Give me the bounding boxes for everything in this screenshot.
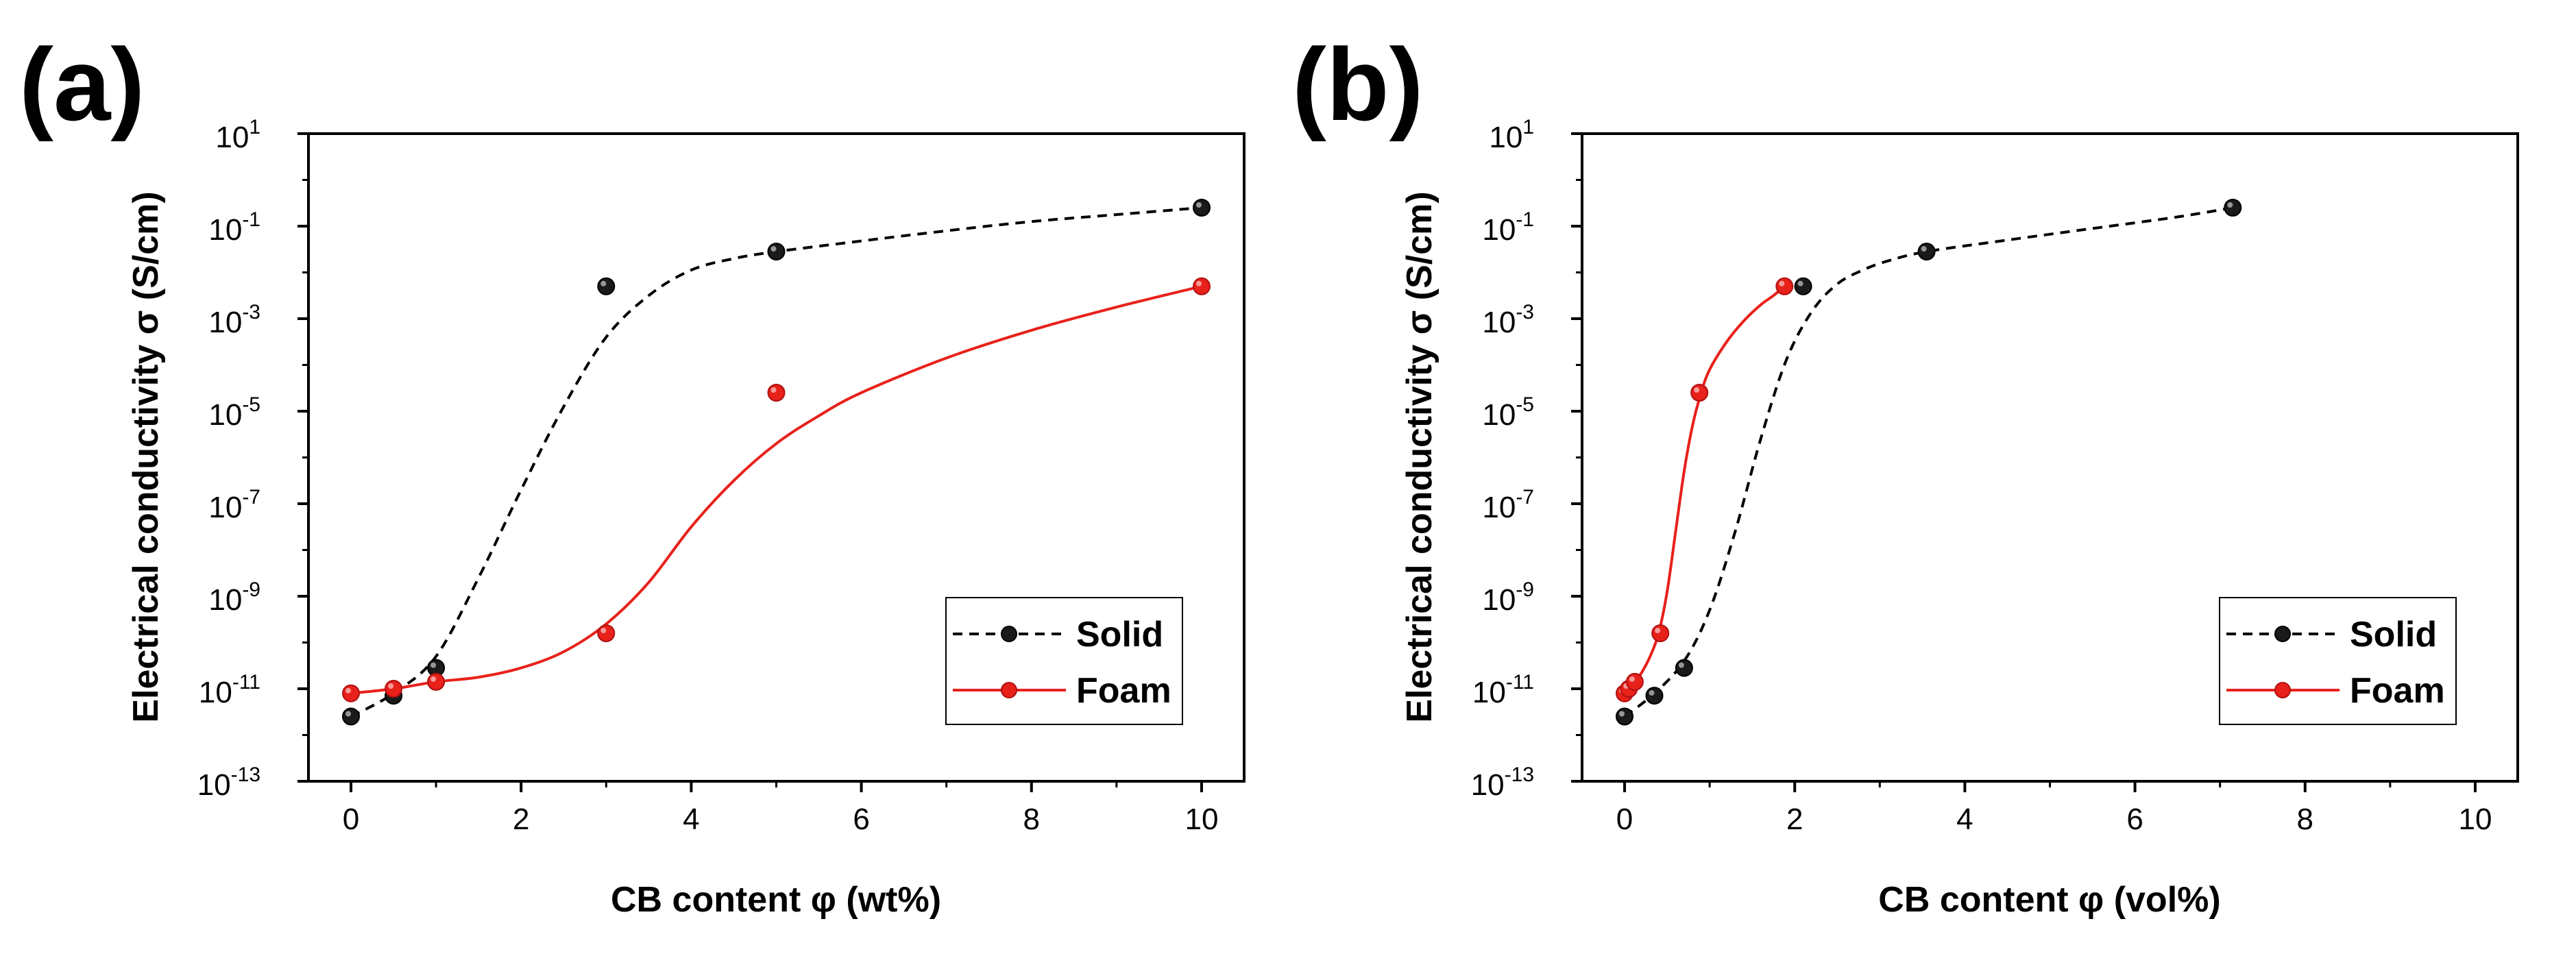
y-tick-label: 10-11: [1472, 671, 1534, 709]
panel-a-foam-data-point: [597, 624, 616, 642]
panel-b-legend-foam-marker: [2274, 682, 2291, 698]
panel-b-legend: Solid Foam: [2219, 597, 2457, 725]
data-point-highlight: [430, 676, 437, 682]
x-tick-label: 4: [683, 803, 699, 836]
data-point-highlight: [388, 683, 394, 689]
panel-b-solid-data-point: [1616, 707, 1633, 726]
x-tick-label: 10: [2458, 803, 2492, 836]
panel-b-foam-data-point: [1625, 672, 1644, 691]
panel-a-solid-data-point: [597, 277, 616, 295]
x-tick-label: 2: [513, 803, 529, 836]
panel-b-solid-data-point: [1794, 277, 1812, 295]
panel-a-x-axis-title: CB content φ (wt%): [611, 880, 941, 920]
data-point-highlight: [1649, 690, 1655, 696]
panel-b-legend-box: [2219, 597, 2457, 725]
panel-b-solid-fit-curve: [1623, 206, 2233, 718]
panel-b-solid-data-point: [1675, 659, 1693, 677]
panel-a: (a) 0 2 4 6 8 1010110-110-310-510-710-910-111…: [19, 27, 1246, 920]
panel-a-legend-box: [945, 597, 1183, 725]
panel-b-x-axis-title: CB content φ (vol%): [1878, 880, 2220, 920]
x-tick-label: 8: [1023, 803, 1040, 836]
panel-b-legend-foam-label: Foam: [2350, 671, 2445, 711]
panel-b-foam-fit-curve: [1623, 285, 1786, 695]
data-point-highlight: [1921, 246, 1927, 252]
panel-b-solid-data-point: [1645, 687, 1664, 705]
data-point-highlight: [1655, 628, 1661, 633]
data-point-highlight: [600, 280, 607, 286]
panel-a-foam-data-point: [1193, 277, 1211, 295]
panel-b: (b) 0 2 4 6 8 1010110-110-310-510-710-910-111…: [1292, 27, 2519, 920]
x-tick-label: 0: [343, 803, 359, 836]
x-tick-label: 2: [1786, 803, 1803, 836]
data-point-highlight: [1678, 662, 1684, 668]
panel-a-solid-data-point: [767, 243, 786, 261]
panel-b-label: (b): [1292, 27, 1424, 142]
data-point-highlight: [1196, 202, 1202, 208]
data-point-highlight: [430, 662, 437, 668]
panel-b-legend-solid-label: Solid: [2350, 615, 2437, 654]
data-point-highlight: [1694, 387, 1700, 393]
x-tick-label: 10: [1184, 803, 1218, 836]
panel-a-legend-solid-label: Solid: [1076, 615, 1163, 654]
y-tick-label: 10-1: [208, 208, 260, 247]
x-tick-label: 0: [1616, 803, 1633, 836]
x-tick-label: 4: [1956, 803, 1973, 836]
panel-a-legend-foam-marker: [1001, 682, 1017, 698]
panel-a-solid-data-point: [1193, 199, 1211, 217]
data-point-highlight: [1196, 280, 1202, 286]
panel-a-foam-data-point: [385, 680, 403, 698]
data-point-highlight: [770, 246, 777, 252]
panel-a-y-axis-title: Electrical conductivity σ (S/cm): [126, 191, 166, 722]
panel-a-solid-data-point: [342, 707, 360, 726]
panel-b-foam-data-point: [1775, 277, 1794, 295]
data-point-highlight: [345, 711, 351, 717]
data-point-highlight: [1619, 711, 1625, 717]
data-point-highlight: [1779, 280, 1785, 286]
y-tick-label: 10-3: [208, 301, 260, 339]
panel-a-legend-foam-label: Foam: [1076, 671, 1171, 711]
y-tick-label: 10-7: [208, 486, 260, 524]
panel-a-legend-solid-marker: [1001, 626, 1017, 642]
panel-a-foam-data-point: [427, 672, 446, 691]
data-point-highlight: [345, 687, 351, 694]
panel-b-foam-data-point: [1690, 384, 1709, 402]
x-tick-label: 8: [2297, 803, 2313, 836]
data-point-highlight: [2227, 202, 2233, 208]
panel-a-foam-data-point: [342, 684, 360, 702]
panel-a-foam-fit-curve: [350, 284, 1202, 695]
panel-b-foam-data-point: [1651, 624, 1670, 642]
panel-b-solid-data-point: [2224, 199, 2242, 217]
panel-b-solid-data-point: [1917, 243, 1936, 261]
panel-b-legend-solid-marker: [2274, 626, 2291, 642]
panel-a-legend: Solid Foam: [945, 597, 1183, 725]
panel-a-foam-data-point: [767, 384, 786, 402]
data-point-highlight: [600, 628, 607, 633]
x-tick-label: 6: [2126, 803, 2143, 836]
data-point-highlight: [1797, 280, 1803, 286]
panel-a-label: (a): [19, 27, 145, 142]
panel-b-y-axis-title: Electrical conductivity σ (S/cm): [1400, 191, 1439, 722]
data-point-highlight: [1629, 676, 1635, 682]
x-tick-label: 6: [853, 803, 869, 836]
data-point-highlight: [770, 387, 777, 393]
